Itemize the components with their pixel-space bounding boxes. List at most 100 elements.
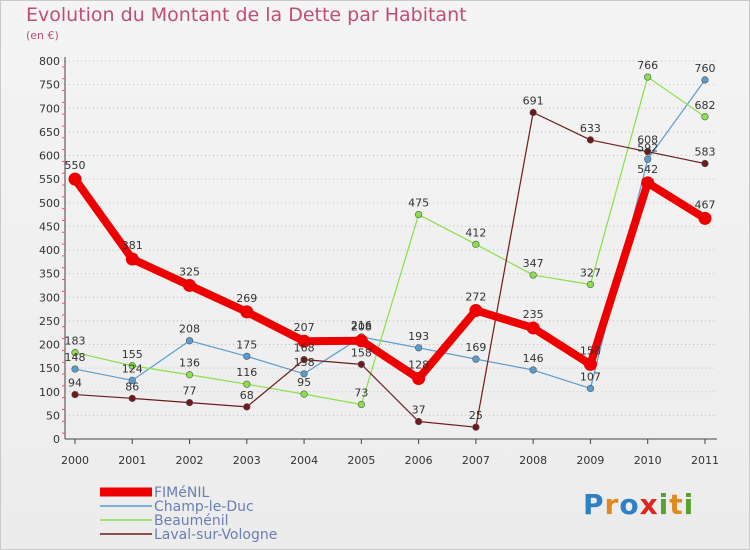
data-point-2: [529, 271, 537, 279]
legend-label-2: Beauménil: [154, 513, 229, 529]
data-point-1: [529, 366, 537, 374]
data-point-2: [701, 113, 709, 121]
data-label-1: 175: [236, 338, 257, 351]
data-point-2: [357, 400, 365, 409]
data-point-3: [644, 148, 652, 156]
data-point-1: [472, 355, 480, 363]
y-tick-label: 50: [46, 409, 60, 422]
data-label-2: 347: [523, 257, 544, 270]
data-label-1: 169: [465, 341, 486, 354]
legend-label-0: FIMéNIL: [154, 485, 209, 501]
x-tick-label: 2007: [462, 454, 490, 467]
data-point-2: [300, 390, 308, 398]
data-label-0: 381: [122, 239, 143, 252]
y-tick-label: 750: [39, 79, 60, 92]
data-point-3: [529, 108, 537, 117]
data-label-0: 208: [351, 321, 372, 334]
x-tick-label: 2011: [691, 454, 719, 467]
data-labels: 550 381 325 269 207 208 128 272 235 158 542 467 148 1…: [65, 59, 716, 422]
data-label-0: 467: [694, 198, 715, 211]
data-label-0: 542: [637, 163, 658, 176]
data-label-1: 146: [523, 352, 544, 365]
data-point-3: [300, 356, 308, 364]
y-tick-label: 800: [39, 55, 60, 68]
data-label-0: 325: [179, 265, 200, 278]
y-tick-label: 200: [39, 339, 60, 352]
data-point-2: [472, 240, 480, 248]
data-point-2: [586, 280, 595, 289]
data-point-3: [586, 136, 595, 144]
y-tick-label: 650: [39, 126, 60, 139]
data-label-3: 158: [351, 346, 372, 359]
series-lines: [71, 76, 709, 428]
y-tick-label: 450: [39, 220, 60, 233]
series-line-1: [74, 79, 706, 390]
brand-letter: i: [683, 488, 695, 521]
data-point-0: [240, 305, 254, 319]
data-label-3: 691: [523, 95, 544, 108]
data-label-1: 148: [65, 351, 86, 364]
data-label-0: 550: [65, 159, 86, 172]
y-tick-label: 550: [39, 173, 60, 186]
legend-label-3: Laval-sur-Vologne: [154, 527, 277, 543]
data-label-2: 766: [637, 59, 658, 72]
y-tick-label: 400: [39, 244, 60, 257]
data-point-2: [128, 362, 136, 370]
data-point-2: [415, 210, 423, 219]
brand-letter: t: [669, 488, 684, 521]
data-point-3: [415, 417, 423, 426]
y-tick-label: 300: [39, 291, 60, 304]
y-tick-label: 700: [39, 102, 60, 115]
data-point-0: [297, 334, 311, 348]
data-point-1: [185, 337, 194, 345]
x-tick-label: 2009: [576, 454, 604, 467]
y-tick-label: 600: [39, 150, 60, 163]
data-label-3: 633: [580, 122, 601, 135]
data-label-2: 155: [122, 348, 143, 361]
brand-letter: P: [583, 488, 605, 521]
brand-letter: o: [619, 488, 640, 521]
data-point-0: [68, 172, 82, 186]
y-tick-label: 500: [39, 197, 60, 210]
data-point-2: [185, 371, 194, 379]
data-label-1: 124: [122, 362, 143, 375]
data-point-0: [583, 357, 597, 371]
gridlines: [65, 60, 717, 440]
proxiti-logo: Proxiti: [583, 488, 694, 521]
x-tick-label: 2005: [347, 454, 375, 467]
data-label-3: 37: [412, 404, 426, 417]
brand-letter: r: [604, 488, 620, 521]
data-point-0: [469, 303, 483, 317]
data-point-1: [71, 365, 79, 373]
data-label-1: 193: [408, 330, 429, 343]
y-tick-label: 0: [53, 433, 60, 446]
data-label-2: 682: [694, 99, 715, 112]
data-label-3: 77: [183, 385, 197, 398]
x-tick-label: 2001: [118, 454, 146, 467]
data-point-0: [125, 252, 139, 266]
data-point-1: [586, 384, 595, 393]
data-point-3: [243, 403, 251, 411]
brand-letter: i: [658, 488, 670, 521]
data-label-0: 128: [408, 359, 429, 372]
y-tick-label: 250: [39, 315, 60, 328]
data-point-0: [641, 176, 655, 190]
data-point-0: [354, 334, 368, 348]
series-line-3: [74, 111, 706, 428]
x-tick-label: 2003: [233, 454, 261, 467]
data-label-0: 272: [465, 290, 486, 303]
data-point-1: [128, 376, 136, 385]
data-label-3: 583: [694, 146, 715, 159]
x-tick-label: 2002: [176, 454, 204, 467]
data-label-1: 592: [637, 141, 658, 154]
x-tick-label: 2008: [519, 454, 547, 467]
data-label-2: 116: [236, 366, 257, 379]
data-label-2: 183: [65, 335, 86, 348]
data-point-2: [644, 73, 652, 81]
series-line-0: [71, 175, 709, 383]
series-points: [68, 73, 712, 431]
x-tick-label: 2010: [634, 454, 662, 467]
data-label-3: 168: [294, 342, 315, 355]
